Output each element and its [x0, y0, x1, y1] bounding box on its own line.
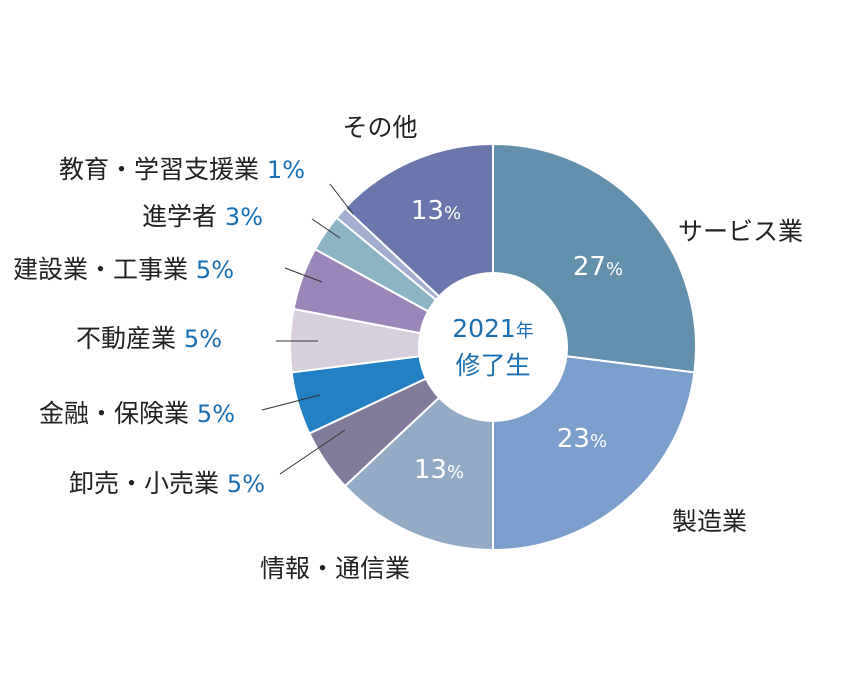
slice-category-label: 進学者 3% [142, 202, 263, 231]
leader-line [279, 429, 346, 475]
leader-line [329, 183, 354, 215]
center-line2: 修了生 [455, 351, 530, 380]
slice-value-label: 13% [411, 196, 461, 226]
center-year: 2021年 [452, 314, 534, 343]
slice-category-label: 製造業 [672, 507, 747, 536]
slice-value-label: 23% [557, 424, 607, 454]
slice-category-label: 金融・保険業 5% [39, 399, 235, 428]
slice-category-label: 卸売・小売業 5% [69, 469, 265, 498]
slice-category-label: サービス業 [678, 217, 803, 246]
leader-line [261, 394, 321, 411]
slice-value-label: 13% [414, 455, 464, 485]
slice-category-label: その他 [342, 113, 417, 142]
slice-category-label: 情報・通信業 [260, 554, 410, 583]
slice-category-label: 不動産業 5% [76, 324, 222, 353]
leader-line [284, 267, 323, 283]
labels: 27% サービス業 23% 製造業 13% 情報・通信業 卸売・小売業 5% 金融・保険業 5… [13, 113, 803, 583]
leader-line [311, 218, 341, 239]
slice-value-label: 27% [573, 252, 623, 282]
slice-category-label: 教育・学習支援業 1% [59, 155, 305, 184]
leader-lines [261, 183, 354, 475]
donut-hole [418, 272, 568, 422]
slice-category-label: 建設業・工事業 5% [13, 255, 234, 284]
